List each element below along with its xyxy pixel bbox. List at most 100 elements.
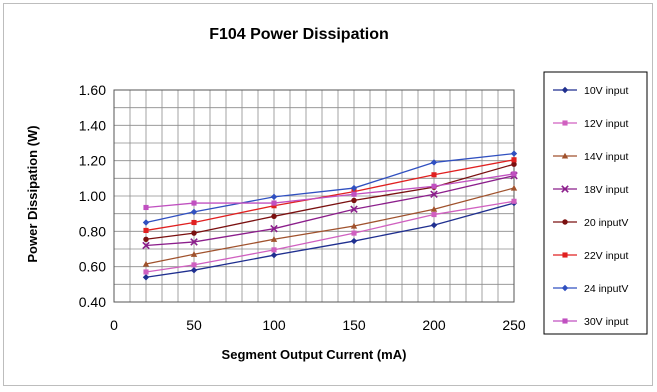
data-point — [142, 219, 150, 226]
data-point — [191, 219, 197, 226]
y-tick-label: 1.20 — [79, 153, 106, 169]
data-point — [142, 260, 150, 267]
y-tick-label: 1.60 — [79, 82, 106, 98]
data-point-stroke — [190, 238, 198, 246]
data-point — [510, 150, 518, 157]
data-point — [191, 200, 197, 206]
data-point — [350, 184, 358, 192]
legend-label: 10V input — [584, 85, 628, 97]
data-point — [190, 251, 198, 257]
data-point — [561, 284, 569, 292]
legend-label: 18V input — [584, 184, 628, 196]
data-point — [431, 183, 437, 189]
data-point-stroke — [430, 190, 438, 198]
legend-label: 20 inputV — [584, 217, 628, 229]
data-point — [350, 222, 358, 229]
series-line — [145, 152, 515, 224]
legend-label: 24 inputV — [584, 283, 628, 295]
data-point — [351, 191, 357, 197]
data-point — [143, 227, 149, 234]
plot-grid — [114, 90, 514, 302]
y-tick-label: 1.40 — [79, 117, 106, 133]
data-point — [270, 251, 278, 259]
data-point — [271, 200, 277, 206]
data-point-stroke — [350, 205, 358, 214]
data-point — [142, 274, 150, 281]
data-point — [351, 197, 357, 204]
power-dissipation-chart: F104 Power Dissipation 0 50 100 150 200 250 0.… — [25, 26, 648, 362]
data-point — [510, 184, 518, 191]
data-point — [561, 152, 569, 159]
data-point — [270, 193, 278, 201]
data-point — [271, 213, 277, 220]
data-point — [350, 205, 358, 214]
data-point — [431, 211, 437, 218]
data-point — [561, 185, 569, 193]
legend-item: 18V input — [553, 184, 628, 196]
series-line — [145, 159, 515, 232]
data-point — [190, 238, 198, 246]
legend-item: 20 inputV — [553, 217, 628, 229]
plot-area-border — [113, 89, 515, 303]
data-point — [430, 221, 438, 229]
legend-label: 12V input — [584, 118, 628, 130]
data-point — [142, 241, 150, 250]
data-point — [562, 318, 568, 324]
data-point — [562, 219, 568, 225]
data-point — [191, 230, 197, 236]
data-point — [562, 120, 568, 126]
legend-label: 22V input — [584, 250, 628, 262]
legend-label: 30V input — [584, 316, 628, 328]
series-line — [145, 187, 515, 265]
chart-title: F104 Power Dissipation — [209, 26, 389, 43]
legend-item: 10V input — [553, 85, 628, 97]
data-point — [271, 203, 277, 209]
data-point — [430, 159, 438, 166]
data-point — [511, 198, 517, 204]
legend-box — [543, 71, 648, 335]
data-point — [143, 236, 149, 243]
x-tick-label: 200 — [422, 317, 446, 333]
legend-item: 12V input — [553, 118, 628, 130]
legend: 10V input 12V input 14V input 18V input 20 i… — [553, 85, 628, 328]
legend-label: 14V input — [584, 151, 628, 163]
data-point — [430, 190, 438, 198]
x-tick-label: 250 — [502, 317, 526, 333]
data-point — [143, 269, 149, 275]
series-line — [145, 173, 515, 209]
series-lines — [142, 150, 518, 281]
x-tick-label: 0 — [110, 317, 118, 333]
data-point — [143, 204, 149, 211]
chart-frame: F104 Power Dissipation 0 50 100 150 200 250 0.… — [3, 3, 653, 386]
y-tick-label: 0.80 — [79, 223, 106, 239]
legend-item: 14V input — [553, 151, 628, 163]
y-tick-label: 1.00 — [79, 188, 106, 204]
legend-item: 22V input — [553, 250, 628, 262]
data-point — [270, 224, 278, 233]
y-axis-label: Power Dissipation (W) — [25, 125, 40, 262]
data-point — [270, 236, 278, 242]
data-point — [431, 172, 437, 178]
data-point — [191, 262, 197, 268]
series-line — [145, 175, 515, 247]
legend-item: 30V input — [553, 316, 628, 328]
y-tick-label: 0.40 — [79, 294, 106, 310]
data-point — [511, 161, 517, 167]
legend-item: 24 inputV — [553, 283, 628, 295]
data-point — [511, 157, 517, 163]
series-line — [145, 163, 515, 240]
data-point — [561, 86, 569, 94]
data-point-stroke — [561, 185, 569, 193]
data-point — [190, 267, 198, 274]
x-tick-label: 150 — [342, 317, 366, 333]
data-point — [351, 189, 357, 195]
x-axis-label: Segment Output Current (mA) — [222, 347, 407, 362]
data-point-stroke — [142, 241, 150, 250]
data-point — [190, 208, 198, 216]
data-point-stroke — [270, 224, 278, 233]
data-point — [350, 237, 358, 245]
data-point — [430, 206, 438, 212]
data-point — [271, 247, 277, 253]
series-line — [145, 202, 515, 278]
data-point — [562, 252, 568, 258]
